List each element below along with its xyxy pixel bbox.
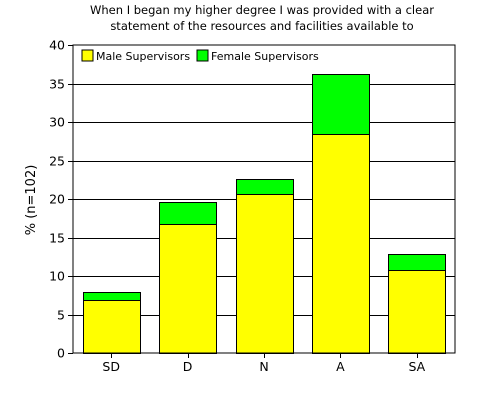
y-axis-label: % (n=102): [24, 165, 39, 236]
y-tick-label-8: 40: [49, 38, 65, 53]
x-tick-label-1: D: [183, 359, 193, 374]
bar-a-series-1: [312, 74, 370, 135]
bar-n-series-0: [236, 194, 294, 354]
y-tick-label-5: 25: [49, 154, 65, 169]
bar-sa-series-1: [388, 254, 446, 271]
bar-sa-series-0: [388, 270, 446, 354]
bar-sd-series-1: [83, 292, 141, 301]
x-tick-label-0: SD: [102, 359, 120, 374]
bar-d-series-1: [159, 202, 217, 225]
legend: Male Supervisors Female Supervisors: [81, 49, 319, 63]
chart-title-line-2: statement of the resources and facilitie…: [110, 19, 413, 33]
x-tick-label-4: SA: [408, 359, 425, 374]
y-tick-label-2: 10: [49, 269, 65, 284]
y-tick-label-1: 5: [57, 308, 65, 323]
y-tick-label-6: 30: [49, 115, 65, 130]
y-tick-label-3: 15: [49, 231, 65, 246]
y-tick-label-7: 35: [49, 77, 65, 92]
legend-label-male: Male Supervisors: [96, 50, 190, 63]
chart-title-line-1: When I began my higher degree I was prov…: [90, 3, 434, 17]
bars: [83, 74, 446, 354]
bar-sd-series-0: [83, 300, 141, 354]
legend-swatch-female: [196, 49, 209, 62]
bar-d-series-0: [159, 224, 217, 354]
axis-ticks: 0 5 10 15 20 25 30 35 40 SD D N A SA: [49, 38, 426, 375]
y-tick-label-0: 0: [57, 346, 65, 361]
x-tick-label-2: N: [259, 359, 268, 374]
legend-swatch-male: [81, 49, 94, 62]
bar-n-series-1: [236, 179, 294, 195]
y-tick-label-4: 20: [49, 192, 65, 207]
legend-label-female: Female Supervisors: [211, 50, 319, 63]
x-tick-label-3: A: [336, 359, 345, 374]
bar-a-series-0: [312, 134, 370, 354]
